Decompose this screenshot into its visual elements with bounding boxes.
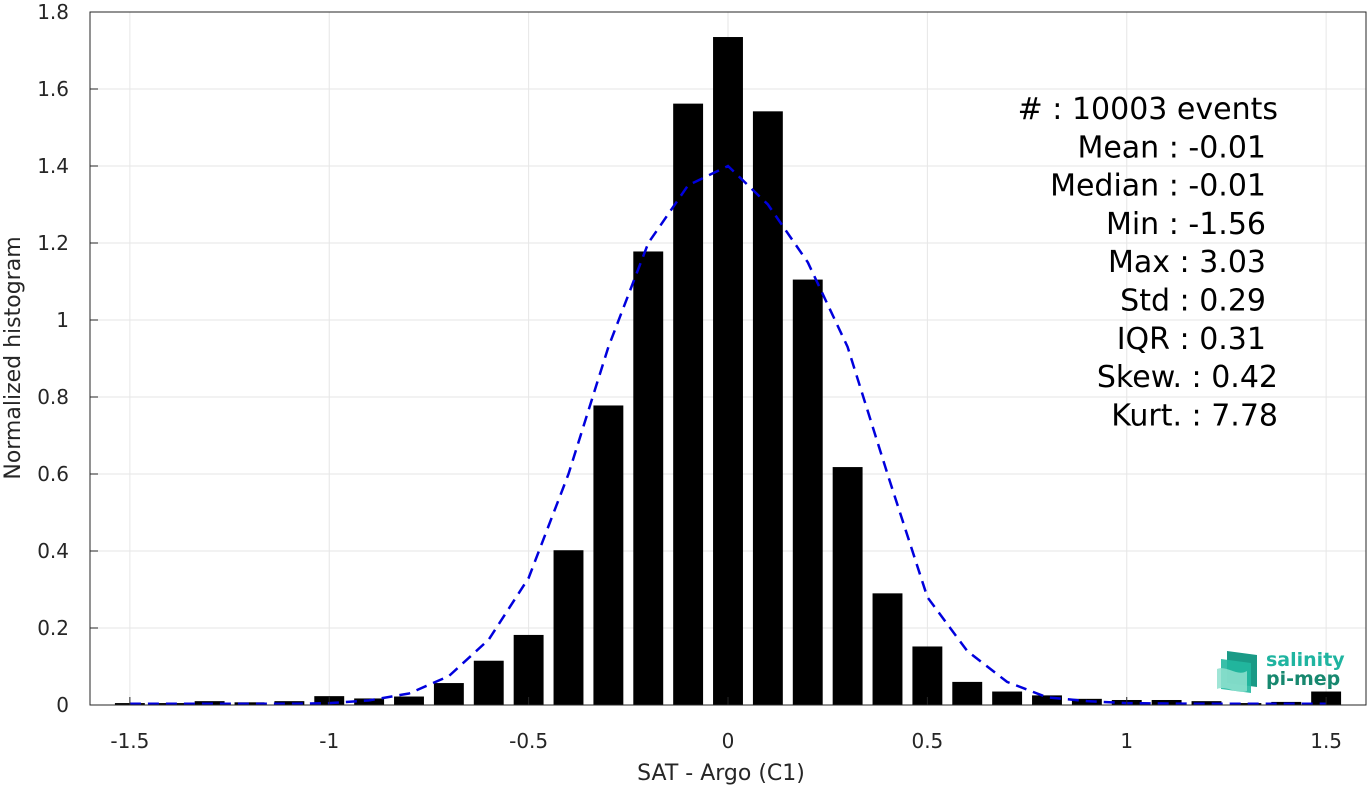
x-axis-ticks: -1.5 -1 -0.5 0 0.5 1 1.5 bbox=[110, 697, 1342, 753]
histogram-bar bbox=[872, 593, 903, 705]
y-tick-label: 0.6 bbox=[37, 462, 69, 486]
stat-line: Std : 0.29 bbox=[1120, 284, 1266, 319]
logo-mark-icon bbox=[1217, 651, 1257, 693]
y-tick-label: 0.4 bbox=[37, 539, 69, 563]
stat-line: Min : -1.56 bbox=[1106, 207, 1266, 242]
x-tick-label: 0.5 bbox=[911, 729, 943, 753]
y-tick-label: 1 bbox=[56, 308, 69, 332]
stat-line: Skew. : 0.42 bbox=[1097, 360, 1278, 395]
y-tick-label: 1.8 bbox=[37, 0, 69, 24]
histogram-bar bbox=[792, 279, 823, 705]
x-tick-label: 1 bbox=[1120, 729, 1133, 753]
histogram-bar bbox=[354, 698, 385, 705]
y-axis-ticks: 0 0.2 0.4 0.6 0.8 1 1.2 1.4 1.6 1.8 bbox=[37, 0, 98, 717]
stat-line: Median : -0.01 bbox=[1050, 169, 1266, 204]
histogram-bar bbox=[832, 467, 863, 705]
histogram-bar bbox=[553, 550, 584, 705]
y-tick-label: 0.8 bbox=[37, 385, 69, 409]
histogram-bar bbox=[513, 634, 544, 705]
x-tick-label: 1.5 bbox=[1310, 729, 1342, 753]
y-tick-label: 0 bbox=[56, 693, 69, 717]
histogram-bar bbox=[1231, 703, 1262, 705]
x-tick-label: -1.5 bbox=[110, 729, 149, 753]
x-tick-label: -1 bbox=[319, 729, 339, 753]
histogram-bar bbox=[433, 683, 464, 705]
x-tick-label: -0.5 bbox=[509, 729, 548, 753]
x-axis-label: SAT - Argo (C1) bbox=[637, 761, 805, 786]
histogram-bar bbox=[992, 691, 1023, 705]
stat-line: Mean : -0.01 bbox=[1077, 130, 1266, 165]
histogram-bars bbox=[114, 37, 1342, 705]
logo-text-salinity: salinity bbox=[1266, 649, 1345, 671]
histogram-bar bbox=[593, 405, 624, 705]
histogram-bar bbox=[274, 701, 305, 705]
histogram-bar bbox=[952, 681, 983, 705]
y-tick-label: 0.2 bbox=[37, 616, 69, 640]
histogram-bar bbox=[912, 646, 943, 705]
stat-line: # : 10003 events bbox=[1018, 92, 1278, 127]
histogram-bar bbox=[713, 37, 743, 705]
histogram-bar bbox=[394, 696, 424, 705]
histogram-bar bbox=[473, 660, 504, 705]
stat-line: IQR : 0.31 bbox=[1117, 322, 1266, 357]
histogram-bar bbox=[1191, 701, 1222, 705]
histogram-bar bbox=[673, 103, 704, 705]
stat-line: Kurt. : 7.78 bbox=[1111, 398, 1278, 433]
histogram-bar bbox=[633, 251, 664, 705]
histogram-bar bbox=[752, 111, 783, 705]
histogram-bar bbox=[234, 702, 265, 705]
histogram-bar bbox=[1032, 695, 1062, 705]
y-tick-label: 1.4 bbox=[37, 154, 69, 178]
y-axis-label: Normalized histogram bbox=[1, 236, 26, 479]
logo-text-pimep: pi-mep bbox=[1266, 668, 1340, 690]
stat-line: Max : 3.03 bbox=[1108, 245, 1266, 280]
y-tick-label: 1.6 bbox=[37, 77, 69, 101]
salinity-pimep-logo: salinity pi-mep bbox=[1217, 649, 1345, 693]
x-tick-label: 0 bbox=[722, 729, 735, 753]
y-tick-label: 1.2 bbox=[37, 231, 69, 255]
